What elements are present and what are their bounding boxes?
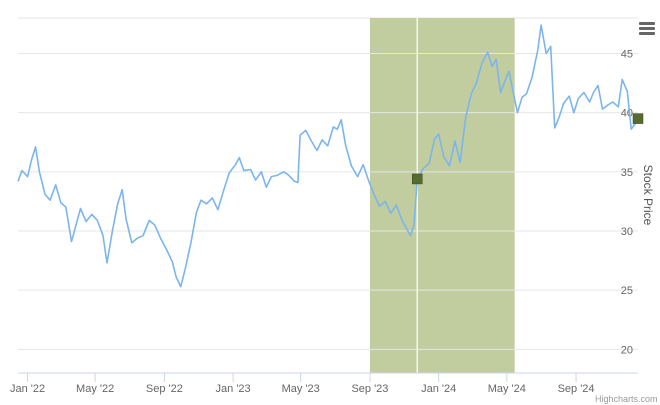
- x-tick-label: Jan '23: [216, 383, 251, 395]
- event-marker: [412, 173, 423, 185]
- y-axis-title: Stock Price: [641, 164, 655, 226]
- x-tick-label: May '22: [76, 383, 114, 395]
- x-tick-label: Sep '22: [146, 383, 183, 395]
- x-tick-label: May '24: [488, 383, 526, 395]
- x-tick-label: Sep '23: [351, 383, 388, 395]
- y-tick-label: 45: [621, 49, 633, 61]
- highlight-band: [369, 18, 515, 373]
- y-tick-label: 40: [621, 108, 633, 120]
- y-tick-label: 35: [621, 167, 633, 179]
- x-tick-label: Jan '22: [10, 383, 45, 395]
- y-tick-label: 25: [621, 285, 633, 297]
- x-tick-label: Sep '24: [558, 383, 595, 395]
- event-marker: [632, 113, 644, 124]
- chart-credits[interactable]: Highcharts.com: [595, 394, 658, 404]
- x-tick-label: Jan '24: [421, 383, 456, 395]
- x-tick-label: May '23: [282, 383, 320, 395]
- y-tick-label: 30: [621, 226, 633, 238]
- y-tick-label: 20: [621, 344, 633, 356]
- series-line: [17, 24, 639, 288]
- hamburger-menu-icon[interactable]: [636, 20, 658, 38]
